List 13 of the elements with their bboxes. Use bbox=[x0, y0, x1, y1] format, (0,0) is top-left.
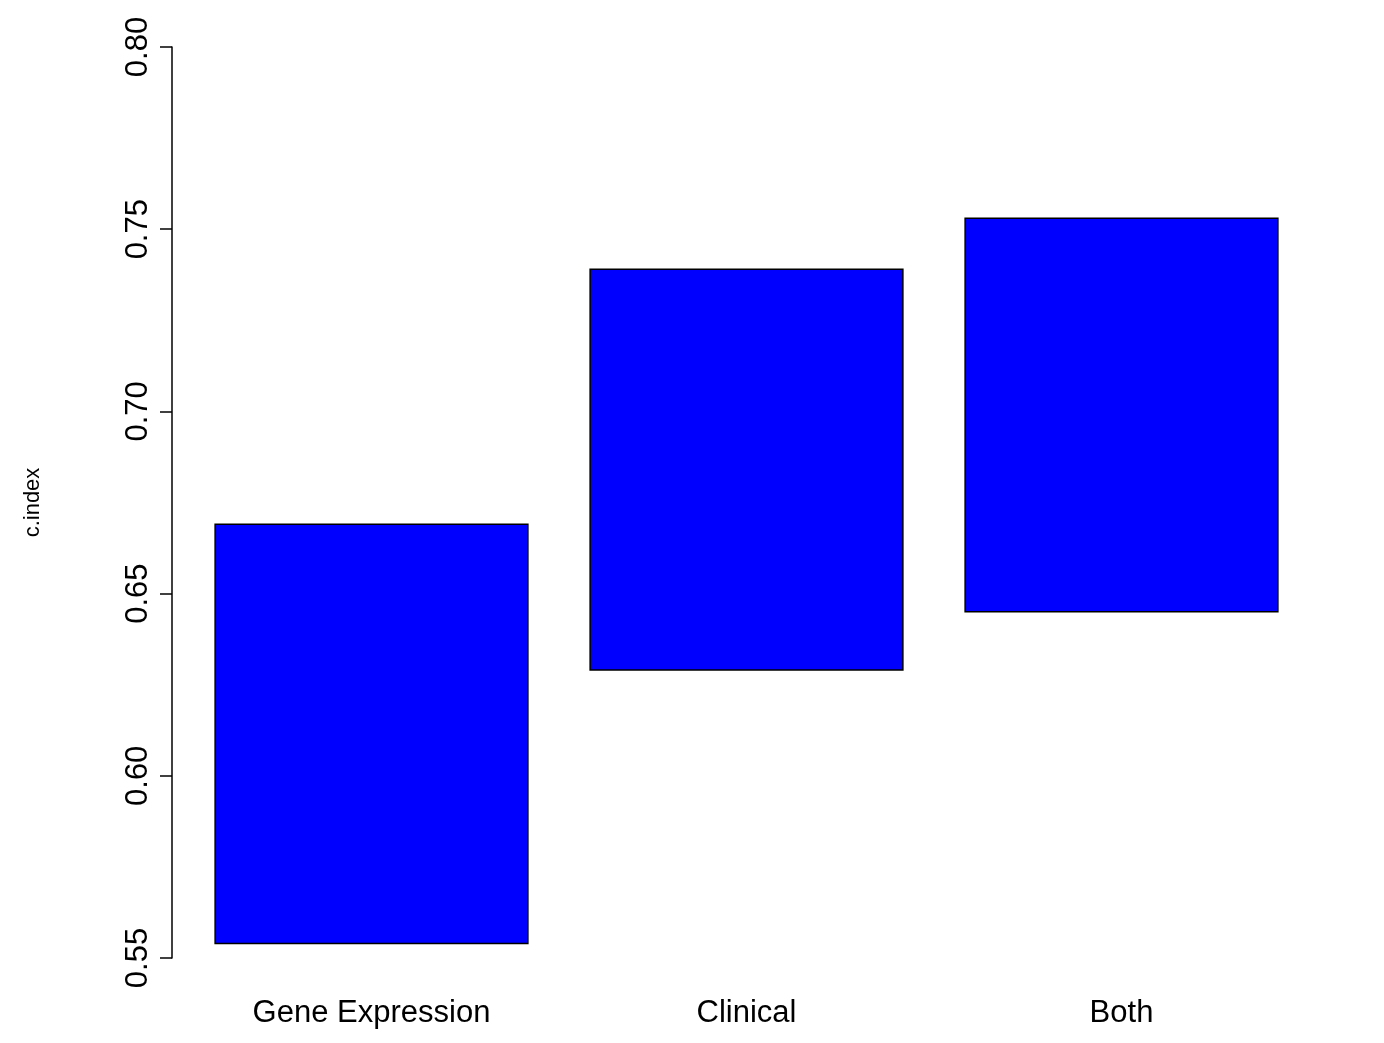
y-tick-label: 0.75 bbox=[119, 199, 154, 260]
x-tick-label: Both bbox=[1089, 994, 1154, 1029]
bar bbox=[214, 523, 529, 945]
y-tick-label: 0.65 bbox=[119, 563, 154, 624]
bar bbox=[589, 268, 904, 671]
y-tick-label: 0.55 bbox=[119, 927, 154, 989]
x-tick-label: Gene Expression bbox=[252, 994, 491, 1029]
y-tick-label: 0.70 bbox=[119, 381, 154, 442]
x-tick-label: Clinical bbox=[696, 994, 797, 1029]
y-tick-label: 0.60 bbox=[119, 745, 154, 806]
bar bbox=[964, 217, 1279, 613]
y-axis-title: c.index bbox=[18, 467, 44, 538]
y-tick-label: 0.80 bbox=[119, 16, 154, 78]
